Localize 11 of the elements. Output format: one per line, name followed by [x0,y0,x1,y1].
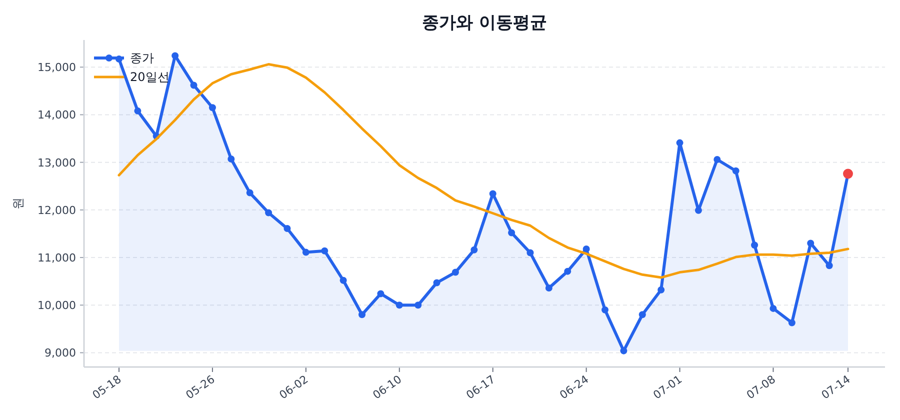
y-tick-label: 14,000 [38,108,76,122]
chart-title: 종가와 이동평균 [422,13,547,33]
y-tick-label: 10,000 [38,299,76,312]
legend-label: 20일선 [130,70,170,84]
y-tick-label: 15,000 [38,61,76,74]
y-tick-label: 11,000 [38,252,76,265]
y-tick-label: 12,000 [38,204,76,217]
legend-label: 종가 [130,51,154,65]
y-tick-label: 13,000 [38,156,76,170]
y-axis-title: 원 [11,198,25,210]
y-tick-label: 9,000 [44,346,76,360]
